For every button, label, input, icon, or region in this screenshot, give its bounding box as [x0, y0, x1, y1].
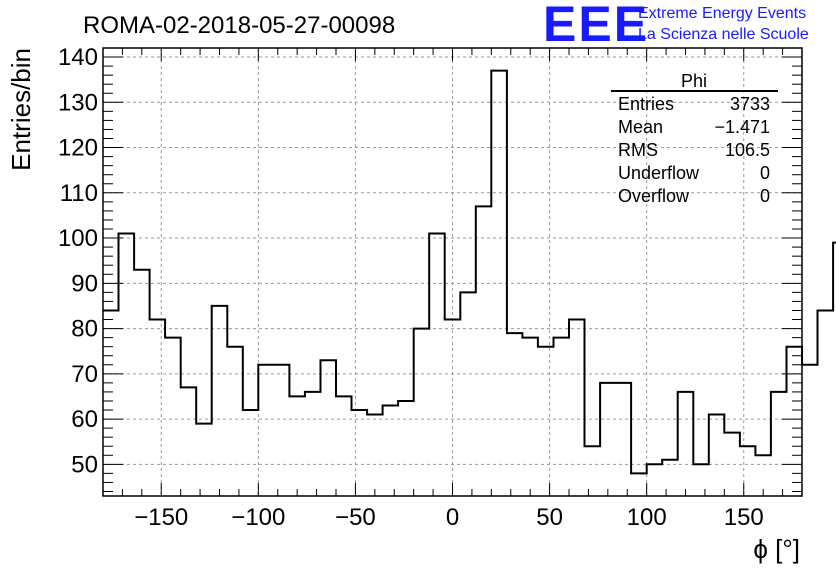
stats-rms-label: RMS: [618, 140, 658, 160]
y-tick-labels: 50 60 70 80 90 100 110 120 130 140: [58, 44, 98, 478]
y-tick-label: 50: [71, 451, 98, 478]
x-tick-label: −100: [231, 504, 285, 531]
y-tick-label: 130: [58, 89, 98, 116]
x-axis-title: ϕ [°]: [753, 534, 800, 564]
stats-overflow-label: Overflow: [618, 186, 690, 206]
y-tick-label: 100: [58, 225, 98, 252]
stats-title: Phi: [681, 71, 707, 91]
y-tick-label: 80: [71, 316, 98, 343]
x-tick-label: 150: [724, 504, 764, 531]
x-tick-label: 100: [627, 504, 667, 531]
stats-mean-label: Mean: [618, 117, 663, 137]
grid-lines: [103, 48, 802, 496]
y-tick-label: 60: [71, 406, 98, 433]
stats-rms-value: 106.5: [725, 140, 770, 160]
stats-underflow-value: 0: [760, 163, 770, 183]
y-tick-label: 140: [58, 44, 98, 71]
stats-entries-value: 3733: [730, 94, 770, 114]
plot-frame: [102, 47, 803, 497]
x-tick-label: −50: [335, 504, 376, 531]
stats-mean-value: −1.471: [714, 117, 770, 137]
stats-overflow-value: 0: [760, 186, 770, 206]
y-tick-label: 120: [58, 135, 98, 162]
logo-mark: EEE: [543, 0, 649, 52]
stats-underflow-label: Underflow: [618, 163, 700, 183]
x-tick-labels: −150 −100 −50 0 50 100 150: [134, 504, 764, 531]
eee-logo: EEE Extreme Energy Events La Scienza nel…: [543, 0, 809, 52]
logo-line-2: La Scienza nelle Scuole: [638, 26, 809, 43]
x-tick-label: −150: [134, 504, 188, 531]
x-tick-label: 0: [446, 504, 459, 531]
y-tick-label: 70: [71, 361, 98, 388]
y-tick-label: 110: [60, 180, 98, 207]
histogram-series-line: [103, 69, 836, 475]
x-tick-label: 50: [536, 504, 563, 531]
y-tick-label: 90: [71, 270, 98, 297]
stats-box: Phi Entries 3733 Mean −1.471 RMS 106.5 U…: [611, 71, 778, 206]
logo-line-1: Extreme Energy Events: [638, 5, 806, 22]
y-axis-title: Entries/bin: [6, 48, 36, 171]
stats-entries-label: Entries: [618, 94, 674, 114]
axis-ticks: [102, 47, 803, 496]
run-title: ROMA-02-2018-05-27-00098: [83, 12, 395, 39]
